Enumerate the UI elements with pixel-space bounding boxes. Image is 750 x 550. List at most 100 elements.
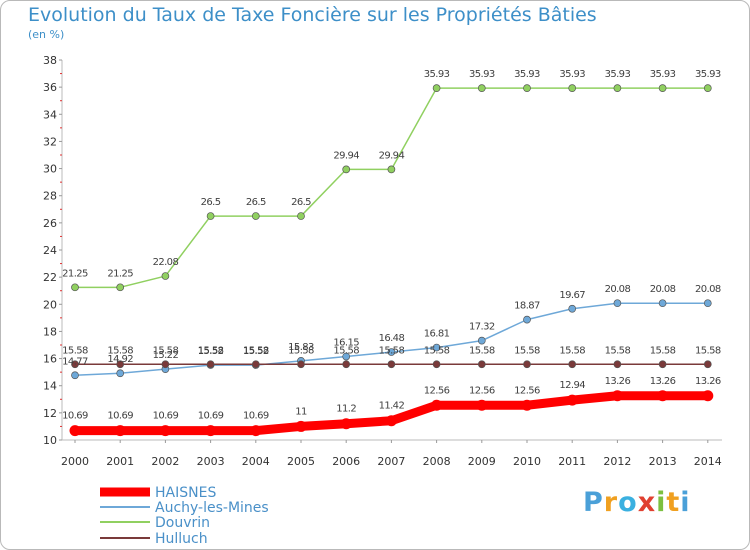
data-point: [159, 425, 171, 437]
data-point: [702, 390, 714, 402]
data-point: [71, 283, 79, 292]
data-point: [658, 299, 667, 308]
y-tick-label: 18: [43, 325, 57, 338]
x-tick-label: 2003: [197, 455, 225, 468]
data-label: 15.58: [153, 345, 179, 356]
data-point: [568, 304, 577, 313]
data-label: 20.08: [605, 284, 631, 295]
data-label: 15.52: [243, 346, 269, 357]
data-label: 13.26: [605, 376, 631, 387]
data-label: 10.69: [153, 411, 179, 422]
data-label: 26.5: [246, 197, 266, 208]
data-label: 16.48: [379, 333, 405, 344]
data-point: [116, 283, 125, 292]
brand-letter: r: [603, 487, 619, 518]
data-point: [342, 352, 351, 361]
data-point: [206, 360, 215, 369]
x-tick-label: 2002: [151, 455, 179, 468]
data-point: [521, 399, 533, 411]
data-label: 10.69: [243, 411, 269, 422]
data-label: 16.81: [424, 329, 450, 340]
x-tick-label: 2005: [287, 455, 315, 468]
data-point: [613, 299, 622, 308]
data-label: 20.08: [650, 284, 676, 295]
data-label: 15.83: [288, 342, 314, 353]
x-tick-label: 2001: [106, 455, 134, 468]
data-point: [71, 371, 79, 380]
y-tick-label: 20: [43, 298, 57, 311]
data-point: [477, 336, 486, 345]
brand-letter: x: [637, 487, 657, 518]
series-points: [69, 84, 714, 437]
x-tick-label: 2008: [423, 455, 451, 468]
data-point: [342, 360, 351, 369]
data-label: 15.58: [469, 345, 495, 356]
data-label: 14.77: [62, 356, 88, 367]
data-label: 35.93: [424, 69, 450, 80]
data-label: 21.25: [107, 268, 133, 279]
data-label: 15.52: [198, 346, 224, 357]
data-point: [703, 299, 712, 308]
data-label: 10.69: [62, 411, 88, 422]
brand-letter: P: [583, 487, 604, 518]
data-label: 17.32: [469, 322, 495, 333]
data-point: [114, 425, 126, 437]
x-tick-label: 2013: [649, 455, 677, 468]
data-point: [297, 212, 305, 220]
data-point: [69, 425, 81, 437]
data-point: [568, 84, 577, 92]
data-point: [477, 360, 486, 369]
data-point: [432, 84, 441, 92]
data-label: 12.56: [514, 385, 540, 396]
data-label: 15.58: [198, 345, 224, 356]
data-label: 11.42: [379, 401, 405, 412]
data-label: 20.08: [695, 284, 721, 295]
data-point: [432, 343, 441, 352]
data-point: [523, 360, 531, 369]
y-tick-label: 14: [43, 380, 57, 393]
data-label: 19.67: [559, 290, 585, 301]
data-point: [206, 212, 215, 220]
data-point: [432, 360, 441, 369]
data-point: [161, 360, 170, 369]
x-tick-label: 2006: [332, 455, 360, 468]
x-tick-label: 2009: [468, 455, 496, 468]
data-point: [476, 399, 488, 411]
data-label: 12.94: [559, 380, 585, 391]
data-point: [703, 360, 712, 369]
data-label: 13.26: [650, 376, 676, 387]
data-label: 15.22: [153, 350, 179, 361]
legend-label: HAISNES: [155, 485, 216, 501]
x-tick-label: 2000: [61, 455, 89, 468]
data-point: [658, 84, 667, 92]
data-point: [387, 165, 396, 174]
data-label: 21.25: [62, 268, 88, 279]
data-label: 35.93: [650, 69, 676, 80]
data-point: [523, 315, 531, 324]
data-point: [477, 84, 486, 92]
chart-axes: 10 12 14 16 18 20 22 24 26 28 30 32 34 36 38 2000 2001 20…: [43, 54, 722, 468]
brand-letter: o: [618, 487, 638, 518]
data-point: [658, 360, 667, 369]
y-tick-label: 28: [43, 190, 57, 203]
data-label: 26.5: [201, 197, 221, 208]
x-tick-label: 2014: [694, 455, 722, 468]
y-tick-label: 32: [43, 135, 57, 148]
data-label: 14.92: [107, 354, 133, 365]
data-label: 11.2: [336, 404, 356, 415]
x-tick-label: 2004: [242, 455, 270, 468]
data-label: 15.58: [243, 345, 269, 356]
brand-letter: t: [666, 487, 681, 518]
legend-label: Hulluch: [155, 531, 208, 547]
y-tick-label: 38: [43, 54, 57, 67]
y-tick-label: 12: [43, 407, 57, 420]
data-label: 35.93: [695, 69, 721, 80]
data-point: [116, 360, 125, 369]
data-label: 15.58: [62, 345, 88, 356]
legend-label: Auchy-les-Mines: [155, 500, 269, 516]
data-label: 15.58: [107, 345, 133, 356]
brand-logo: Proxiti: [583, 487, 691, 518]
chart-unit-label: (en %): [28, 28, 65, 41]
